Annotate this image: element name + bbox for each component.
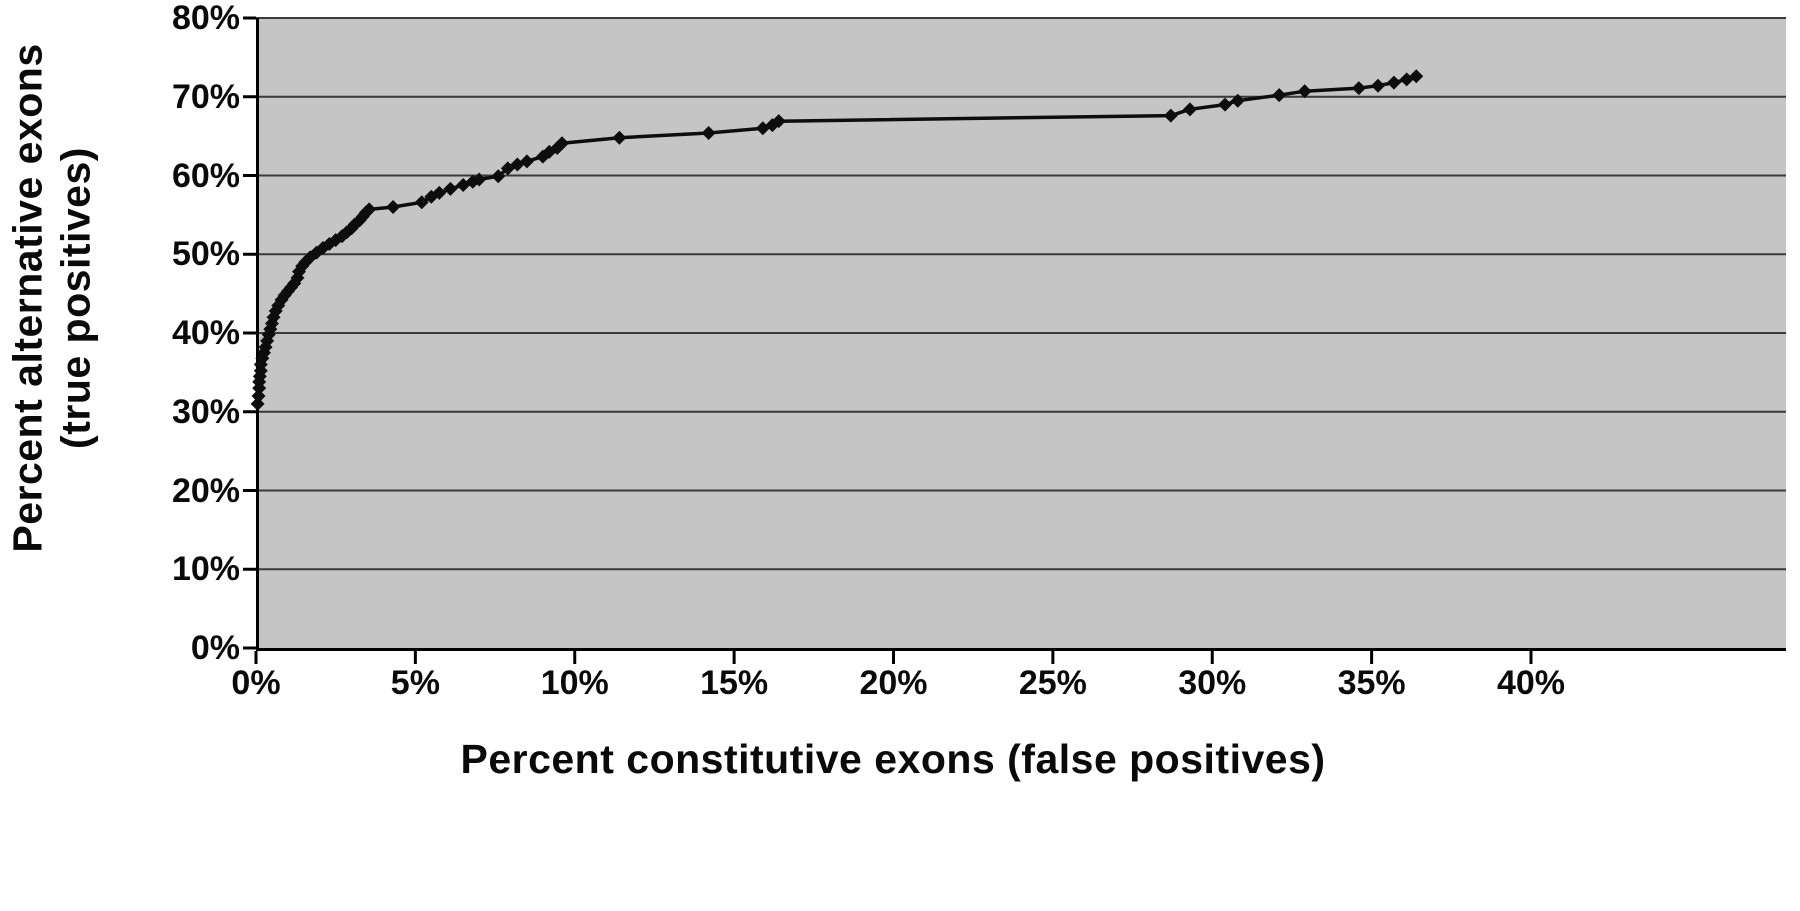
y-tick-label: 50% <box>171 235 240 274</box>
data-point-diamond <box>432 185 447 200</box>
data-point-diamond <box>1163 108 1178 123</box>
data-point-diamond <box>1297 84 1312 99</box>
data-point-diamond <box>1409 69 1424 84</box>
y-tick-label: 70% <box>171 77 240 116</box>
data-point-diamond <box>1230 93 1245 108</box>
data-point-diamond <box>414 195 429 210</box>
x-tick-label: 35% <box>1337 664 1406 702</box>
data-point-diamond <box>1351 81 1366 96</box>
y-axis-title: Percent alternative exons (true positive… <box>4 43 101 552</box>
roc-curve-line <box>255 74 1417 405</box>
data-point-diamond <box>1272 88 1287 103</box>
data-point-diamond <box>251 389 266 403</box>
x-tick-label: 40% <box>1496 664 1566 702</box>
data-point-diamond <box>1386 75 1401 90</box>
data-point-diamond <box>491 169 506 184</box>
data-point-diamond <box>386 200 401 214</box>
x-tick-label: 25% <box>1018 664 1087 702</box>
data-point-diamond <box>1218 97 1232 112</box>
x-tick-label: 0% <box>231 664 281 702</box>
data-point-diamond <box>771 114 786 129</box>
data-point-diamond <box>555 136 569 151</box>
data-point-diamond <box>519 154 534 169</box>
data-point-diamond <box>443 181 458 196</box>
data-point-diamond <box>472 172 487 187</box>
x-tick-label: 15% <box>700 664 769 702</box>
y-tick-label: 80% <box>171 0 240 37</box>
y-axis-title-line2: (true positives) <box>53 147 99 449</box>
x-tick-label: 30% <box>1178 664 1247 702</box>
x-tick-label: 20% <box>859 664 928 702</box>
y-tick-label: 60% <box>171 156 240 195</box>
y-tick-label: 20% <box>171 471 240 510</box>
data-point-diamond <box>1371 78 1385 93</box>
x-tick-label: 5% <box>390 664 440 702</box>
data-point-diamond <box>362 202 377 217</box>
x-tick-label: 10% <box>540 664 609 702</box>
y-tick-label: 30% <box>171 392 240 431</box>
data-point-diamond <box>612 130 627 145</box>
y-tick-label: 10% <box>171 550 240 589</box>
data-point-diamond <box>1182 102 1197 117</box>
y-axis-title-line1: Percent alternative exons <box>4 43 51 553</box>
data-point-diamond <box>701 125 716 140</box>
y-tick-label: 40% <box>171 314 240 352</box>
y-tick-label: 0% <box>190 629 240 667</box>
x-axis-title: Percent constitutive exons (false positi… <box>460 736 1326 782</box>
